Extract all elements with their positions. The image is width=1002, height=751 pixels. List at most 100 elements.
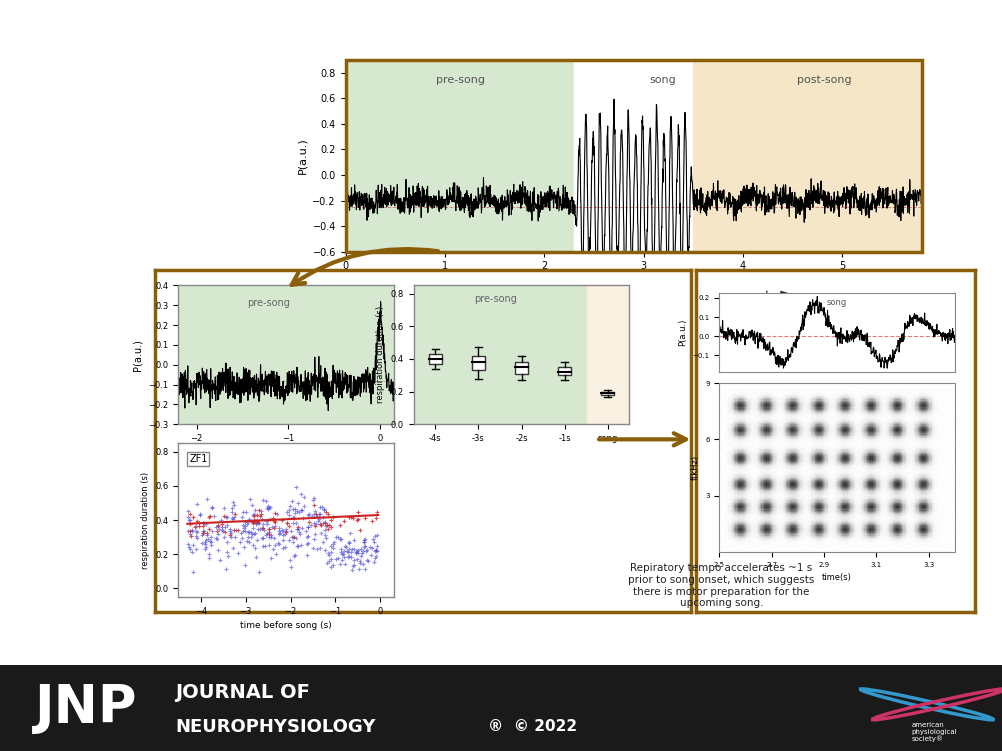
Point [317,503,333,515]
Point [246,514,263,526]
Point [304,510,320,522]
Point [262,502,278,514]
Point [264,531,280,543]
Point [256,540,272,552]
Point [279,517,295,529]
Point [321,508,337,520]
Point [281,534,297,546]
Point [331,552,347,564]
Point [355,545,371,557]
Point [306,499,322,511]
Point [289,540,305,552]
Point [297,491,313,503]
Point [282,520,298,532]
Point [249,515,266,527]
Point [338,557,354,569]
Point [286,531,302,543]
Bar [429,354,442,363]
Point [248,509,265,521]
Point [195,517,211,529]
Point [283,553,299,566]
Point [261,503,277,515]
Text: pre-song: pre-song [437,75,485,85]
Point [184,545,200,557]
Point [317,544,333,556]
Point [276,525,292,537]
Point [315,511,331,523]
Point [353,543,369,555]
Point [275,542,291,554]
Point [182,543,198,555]
Point [357,541,373,553]
Point [296,511,312,523]
Bar [414,285,586,424]
Point [252,523,268,535]
Point [262,502,278,514]
Point [235,506,252,518]
Point [301,538,317,550]
Point [196,535,212,547]
Point [323,520,339,532]
Point [346,553,362,566]
Point [228,524,244,536]
Point [195,526,211,538]
Point [357,540,373,552]
Point [243,526,260,538]
Point [272,527,288,539]
Point [199,532,215,544]
Point [256,523,272,535]
Point [291,540,307,552]
Point [240,526,257,538]
Point [274,523,290,535]
Point [346,511,362,523]
Point [279,523,295,535]
Point [335,548,351,560]
Point [225,513,241,525]
Point [227,508,243,520]
Point [284,495,300,507]
Point [248,514,265,526]
Point [246,508,263,520]
Point [357,511,373,523]
Point [277,528,293,540]
Point [201,511,217,523]
Point [250,517,267,529]
Point [287,508,303,520]
Point [312,513,328,525]
Point [283,500,299,512]
Point [329,553,345,565]
Point [307,528,323,540]
Point [367,545,383,557]
Point [191,520,207,532]
Point [247,517,264,529]
Point [317,529,333,541]
Point [188,530,204,542]
Point [275,534,291,546]
Point [231,536,247,548]
Point [317,516,333,528]
Point [334,546,350,558]
Point [194,517,210,529]
Point [225,511,241,523]
Point [203,500,219,512]
Point [328,531,344,543]
Point [319,532,335,544]
Point [313,527,329,539]
Point [217,521,233,533]
Point [322,519,338,531]
Point [349,545,365,557]
Point [299,526,315,538]
Point [259,529,275,541]
Point [360,554,376,566]
Point [368,550,384,562]
Y-axis label: respiration duration (s): respiration duration (s) [377,306,386,403]
Point [318,524,334,536]
Point [369,545,385,557]
Point [319,519,335,531]
Point [192,509,208,521]
Point [368,544,384,556]
Point [275,514,291,526]
Point [205,511,221,523]
Point [202,509,218,521]
Point [256,532,272,544]
